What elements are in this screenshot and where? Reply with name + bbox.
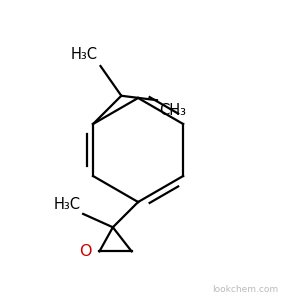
Text: H₃C: H₃C [70,47,98,62]
Text: lookchem.com: lookchem.com [212,285,278,294]
Text: H₃C: H₃C [54,196,81,211]
Text: O: O [80,244,92,259]
Text: CH₃: CH₃ [159,103,186,118]
